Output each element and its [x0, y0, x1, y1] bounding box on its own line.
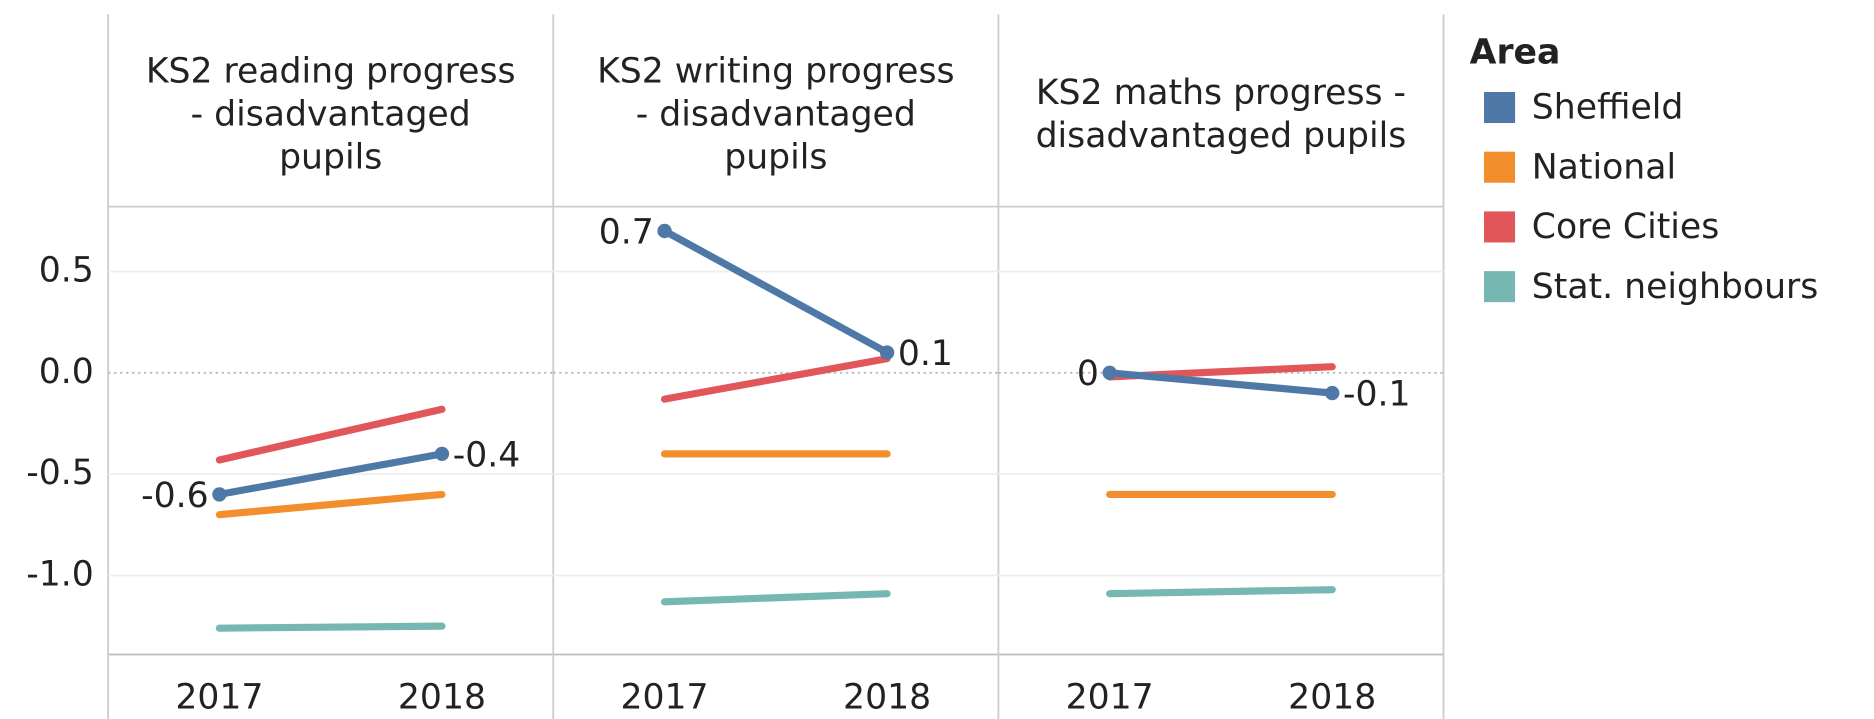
legend-swatch: [1484, 151, 1516, 183]
legend-swatch: [1484, 91, 1516, 124]
series-line: [215, 490, 446, 519]
legend-swatch: [1484, 211, 1516, 243]
data-label: 0: [1077, 354, 1099, 394]
legend-label: Sheffield: [1532, 88, 1684, 128]
data-label: -0.4: [453, 435, 521, 475]
series-line: [1106, 369, 1336, 397]
y-tick-label: -0.5: [26, 453, 94, 493]
panel-title: - disadvantaged: [636, 94, 916, 134]
legend-label: Stat. neighbours: [1532, 267, 1819, 307]
data-point: [879, 345, 895, 360]
data-label: 0.7: [599, 212, 654, 252]
data-label: 0.1: [898, 334, 953, 374]
panel-title: disadvantaged pupils: [1036, 116, 1407, 156]
y-tick-label: -1.0: [26, 554, 94, 594]
panel-title: pupils: [279, 137, 382, 177]
data-point: [1102, 365, 1117, 380]
data-point: [1325, 385, 1340, 401]
x-tick-label: 2017: [1066, 678, 1154, 718]
panel-title: pupils: [724, 137, 827, 177]
series-line: [660, 590, 891, 606]
series-line: [1106, 586, 1336, 598]
legend-title: Area: [1470, 33, 1561, 73]
y-tick-label: 0.0: [39, 352, 94, 392]
x-tick-label: 2017: [175, 678, 263, 718]
x-tick-label: 2018: [1288, 678, 1376, 718]
series-line: [660, 227, 891, 357]
legend-label: National: [1532, 147, 1676, 187]
data-point: [434, 446, 450, 462]
data-point: [212, 487, 227, 502]
x-tick-label: 2018: [398, 678, 486, 718]
x-tick-label: 2017: [620, 678, 708, 718]
legend-swatch: [1484, 271, 1516, 303]
y-tick-label: 0.5: [39, 250, 94, 290]
x-tick-label: 2018: [843, 678, 931, 718]
panel-title: KS2 writing progress: [597, 51, 955, 91]
data-label: -0.1: [1343, 374, 1411, 414]
panel-title: KS2 maths progress -: [1036, 73, 1406, 113]
data-label: -0.6: [141, 476, 209, 516]
series-line: [215, 450, 446, 498]
panel-title: KS2 reading progress: [146, 51, 516, 91]
series-line: [215, 405, 446, 464]
panel-title: - disadvantaged: [191, 94, 471, 134]
series-line: [660, 355, 891, 403]
series-line: [215, 622, 446, 632]
data-point: [657, 223, 672, 239]
legend-label: Core Cities: [1532, 207, 1719, 247]
